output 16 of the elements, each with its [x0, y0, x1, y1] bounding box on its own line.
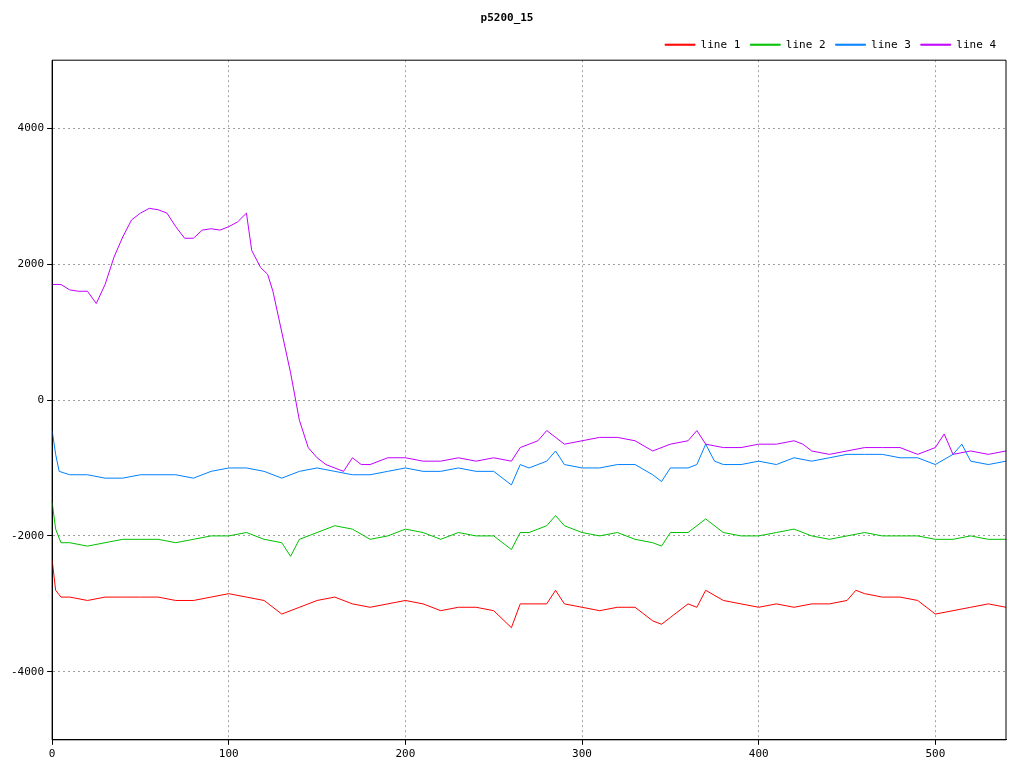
x-tick-label: 300: [572, 747, 592, 761]
x-tick-label: 400: [748, 747, 769, 761]
x-tick-label: 500: [925, 747, 946, 761]
x-tick-label: 200: [395, 747, 416, 761]
y-tick-label: -4000: [10, 664, 45, 678]
x-tick-label: 0: [48, 747, 56, 761]
y-tick-label: 4000: [17, 121, 45, 135]
legend-label: line 1: [700, 37, 741, 51]
legend-label: line 2: [785, 37, 826, 51]
y-tick-label: -2000: [10, 528, 45, 542]
legend-label: line 4: [956, 37, 997, 51]
legend-label: line 3: [871, 37, 911, 51]
y-tick-label: 0: [37, 392, 45, 406]
x-tick-label: 100: [218, 747, 239, 761]
chart-title: p5200_15: [480, 11, 534, 25]
y-tick-label: 2000: [17, 256, 45, 270]
